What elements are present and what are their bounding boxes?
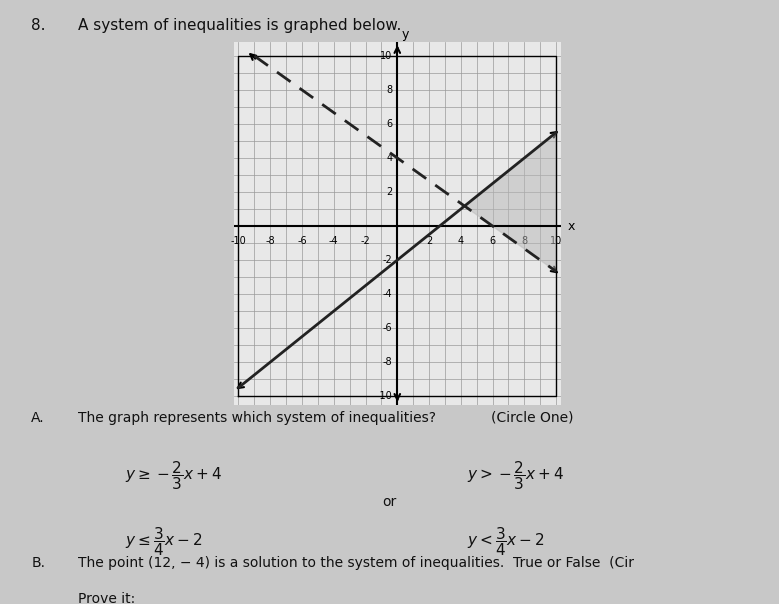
Text: -4: -4 xyxy=(383,289,393,299)
Text: A.: A. xyxy=(31,411,44,425)
Text: -6: -6 xyxy=(383,323,393,333)
Text: -10: -10 xyxy=(231,236,246,246)
Text: -2: -2 xyxy=(361,236,370,246)
Text: -4: -4 xyxy=(329,236,339,246)
Text: (Circle One): (Circle One) xyxy=(491,411,573,425)
Text: 8.: 8. xyxy=(31,18,46,33)
Text: $y < \dfrac{3}{4}x - 2$: $y < \dfrac{3}{4}x - 2$ xyxy=(467,525,545,558)
Text: Prove it:: Prove it: xyxy=(78,592,135,604)
Text: y: y xyxy=(402,28,410,40)
Text: B.: B. xyxy=(31,556,45,570)
Text: 10: 10 xyxy=(380,51,393,61)
Text: -8: -8 xyxy=(383,357,393,367)
Text: $y \geq -\dfrac{2}{3}x + 4$: $y \geq -\dfrac{2}{3}x + 4$ xyxy=(125,459,221,492)
Text: x: x xyxy=(567,219,575,233)
Text: 6: 6 xyxy=(386,119,393,129)
Text: A system of inequalities is graphed below.: A system of inequalities is graphed belo… xyxy=(78,18,401,33)
Text: The graph represents which system of inequalities?: The graph represents which system of ine… xyxy=(78,411,436,425)
Text: -2: -2 xyxy=(382,255,393,265)
Text: -6: -6 xyxy=(297,236,307,246)
Text: The point (12, − 4) is a solution to the system of inequalities.  True or False : The point (12, − 4) is a solution to the… xyxy=(78,556,634,570)
Text: 6: 6 xyxy=(489,236,495,246)
Text: 4: 4 xyxy=(458,236,464,246)
Text: -10: -10 xyxy=(377,391,393,401)
Text: 8: 8 xyxy=(521,236,527,246)
Text: 4: 4 xyxy=(386,153,393,163)
Text: -8: -8 xyxy=(266,236,275,246)
Text: 2: 2 xyxy=(426,236,432,246)
Text: $y \leq \dfrac{3}{4}x - 2$: $y \leq \dfrac{3}{4}x - 2$ xyxy=(125,525,203,558)
Text: 8: 8 xyxy=(386,85,393,95)
Text: 10: 10 xyxy=(550,236,562,246)
Text: $y > -\dfrac{2}{3}x + 4$: $y > -\dfrac{2}{3}x + 4$ xyxy=(467,459,564,492)
Text: 2: 2 xyxy=(386,187,393,197)
Text: or: or xyxy=(382,495,397,509)
